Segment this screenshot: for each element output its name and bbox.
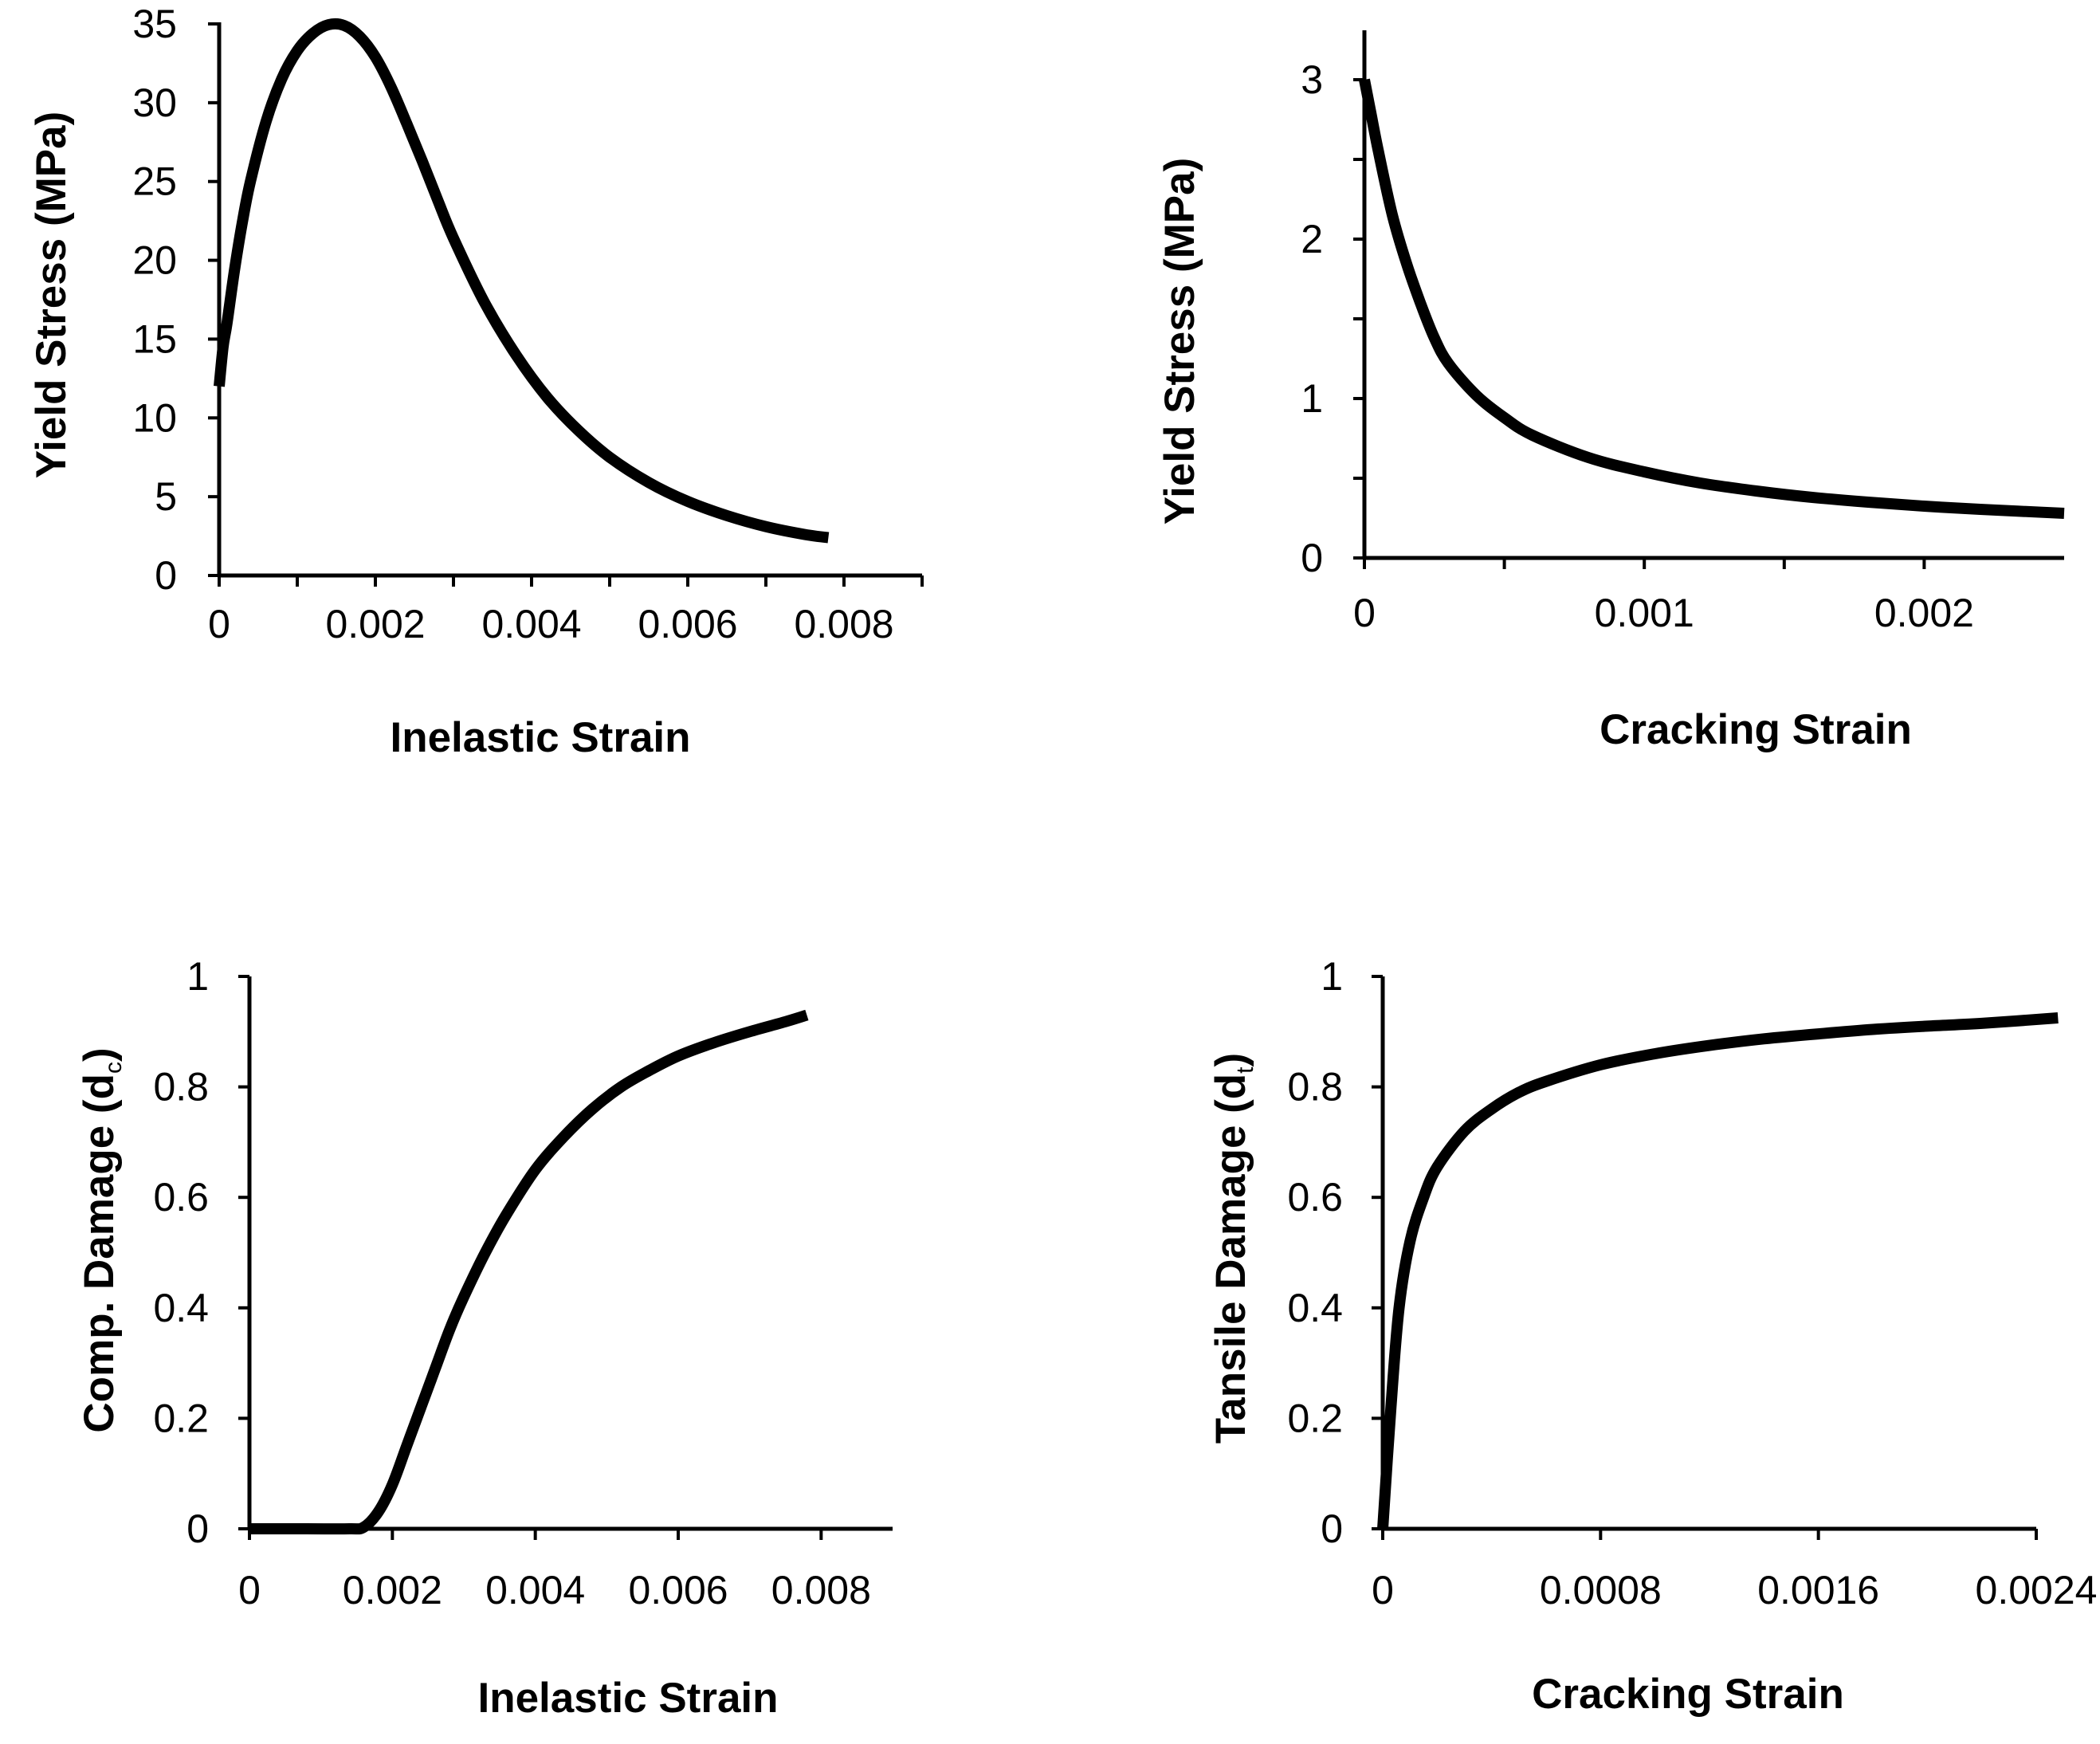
x-tick-label: 0: [238, 1568, 261, 1612]
x-tick-label: 0.002: [343, 1568, 442, 1612]
y-tick-label: 20: [132, 238, 177, 283]
x-tick-label: 0.004: [485, 1568, 585, 1612]
y-axis-title: Tansile Damage (dt): [1207, 1053, 1258, 1444]
y-axis-title: Yield Stress (MPa): [1156, 158, 1203, 524]
y-tick-label: 30: [132, 81, 177, 125]
y-tick-label: 0: [1321, 1506, 1343, 1551]
y-axis-title-suffix: ): [76, 1047, 123, 1062]
y-tick-label: 0.6: [1287, 1175, 1343, 1220]
x-tick-label: 0.0008: [1540, 1568, 1662, 1612]
y-tick-label: 0.2: [1287, 1396, 1343, 1440]
x-tick-label: 0.001: [1595, 591, 1694, 635]
x-tick-label: 0: [1353, 591, 1376, 635]
x-tick-label: 0.0024: [1976, 1568, 2098, 1612]
panel-yield-stress-vs-inelastic-strain: Inelastic Strain Yield Stress (MPa) 0 0.0…: [28, 2, 924, 761]
series-line: [1359, 78, 2065, 519]
y-axis-title-text: Comp. Damage (d: [76, 1074, 123, 1433]
x-axis-title: Inelastic Strain: [390, 714, 690, 761]
y-axis-title: Comp. Damage (dc): [76, 1047, 127, 1432]
x-tick-label: 0: [208, 602, 230, 646]
x-tick-label: 0: [1372, 1568, 1394, 1612]
x-tick-label: 0.008: [794, 602, 893, 646]
x-tick-label: 0.008: [771, 1568, 871, 1612]
x-tick-label: 0.002: [1874, 591, 1974, 635]
y-tick-label: 1: [1321, 954, 1343, 999]
series-line: [249, 1009, 809, 1535]
y-tick-label: 10: [132, 395, 177, 440]
panel-compressive-damage-vs-inelastic-strain: Inelastic Strain Comp. Damage (dc) 0 0.00…: [76, 954, 893, 1722]
series-line: [214, 18, 830, 544]
y-tick-label: 25: [132, 159, 177, 204]
x-axis-title: Inelastic Strain: [477, 1675, 778, 1722]
y-axis-title-subscript: c: [100, 1062, 127, 1074]
y-tick-label: 2: [1301, 217, 1323, 261]
y-tick-label: 0.8: [1287, 1065, 1343, 1110]
y-tick-label: 1: [186, 954, 209, 999]
x-axis-title: Cracking Strain: [1600, 706, 1912, 753]
x-tick-label: 0.004: [481, 602, 581, 646]
y-axis-title-suffix: ): [1207, 1053, 1254, 1067]
y-tick-label: 0.8: [153, 1065, 209, 1110]
y-axis-title-text: Tansile Damage (d: [1207, 1074, 1254, 1444]
y-tick-label: 0: [155, 553, 177, 598]
y-tick-label: 15: [132, 316, 177, 361]
y-tick-label: 0.2: [153, 1396, 209, 1440]
y-axis-title-subscript: t: [1232, 1066, 1258, 1074]
y-tick-label: 0: [186, 1506, 209, 1551]
y-tick-label: 35: [132, 2, 177, 46]
y-tick-label: 0.4: [1287, 1286, 1343, 1330]
y-axis-title: Yield Stress (MPa): [28, 112, 75, 478]
y-tick-label: 0.4: [153, 1286, 209, 1330]
y-tick-label: 0.6: [153, 1175, 209, 1220]
y-tick-label: 3: [1301, 57, 1323, 102]
x-tick-label: 0.002: [325, 602, 425, 646]
series-line: [1377, 1012, 2059, 1530]
panel-yield-stress-vs-cracking-strain: Cracking Strain Yield Stress (MPa) 0 0.00…: [1156, 30, 2065, 753]
y-tick-label: 1: [1301, 376, 1323, 421]
x-tick-label: 0.006: [628, 1568, 728, 1612]
x-tick-label: 0.006: [638, 602, 737, 646]
x-tick-label: 0.0016: [1757, 1568, 1879, 1612]
panel-tensile-damage-vs-cracking-strain: Cracking Strain Tansile Damage (dt) 0 0.0…: [1207, 954, 2097, 1718]
x-axis-title: Cracking Strain: [1532, 1671, 1844, 1718]
y-tick-label: 0: [1301, 536, 1323, 580]
y-tick-label: 5: [155, 474, 177, 519]
